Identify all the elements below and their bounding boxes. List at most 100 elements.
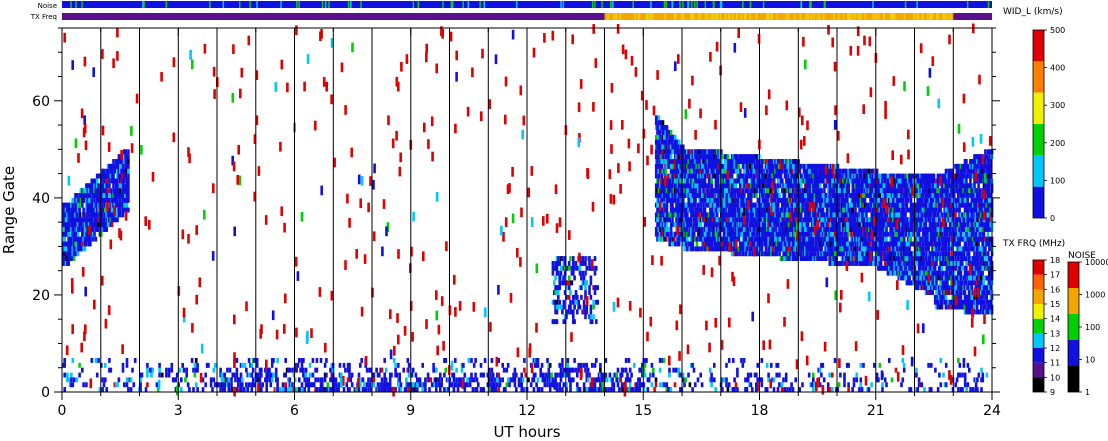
echo-cell [947,285,950,291]
echo-cell [764,202,768,208]
echo-cell [551,319,555,325]
echo-cell [916,222,919,227]
echo-cell [904,222,907,227]
echo-cell [582,275,586,281]
echo-cell [654,134,658,140]
echo-cell [123,159,126,164]
echo-cell [814,197,818,203]
echo-cell [823,256,826,261]
echo-cell [842,168,845,174]
echo-cell [829,246,833,252]
echo-cell [67,246,70,252]
echo-cell [946,280,949,286]
echo-cell [713,163,716,169]
echo-cell [101,227,104,232]
echo-cell [582,299,586,305]
echo-cell [724,163,727,169]
echo-cell [64,241,68,247]
echo-cell [105,197,108,203]
txfreq-strip-mark [749,13,751,20]
echo-cell [947,207,950,213]
echo-cell [833,246,837,252]
echo-cell [70,202,73,208]
echo-cell [888,202,891,208]
echo-cell [123,173,126,179]
echo-cell [702,197,705,203]
echo-cell [813,222,817,227]
echo-cell [740,231,743,237]
echo-cell [916,183,919,189]
echo-cell [690,154,693,160]
echo-cell [810,212,814,218]
echo-cell [714,193,718,198]
echo-cell [677,207,681,213]
echo-cell [656,183,659,189]
echo-cell [948,304,952,310]
echo-cell [101,207,104,213]
echo-cell [794,207,798,213]
echo-cell [842,178,845,184]
echo-cell [924,183,928,189]
echo-cell [78,207,81,213]
echo-cell [573,319,576,325]
echo-cell [886,231,890,237]
txfreq-strip-mark [705,13,707,20]
echo-cell [110,168,114,174]
echo-cell [937,265,941,271]
echo-cell [943,202,946,208]
echo-cell [691,227,695,232]
echo-cell [851,251,855,257]
echo-cell [905,241,909,247]
echo-cell [824,173,827,179]
echo-cell [562,275,566,281]
echo-cell [782,217,785,223]
echo-cell [752,217,756,223]
echo-cell [98,202,102,208]
echo-cell [94,207,98,213]
echo-cell [687,188,690,194]
echo-cell [810,173,814,179]
echo-cell [776,178,780,184]
echo-cell [795,212,799,218]
echo-cell [924,227,928,232]
echo-cell [660,168,663,174]
echo-cell [703,168,707,174]
echo-cell [810,236,814,242]
echo-cell [687,183,690,189]
echo-cell [764,241,768,247]
echo-cell [672,159,676,164]
echo-cell [901,231,905,237]
txfreq-strip-mark [652,13,654,20]
echo-cell [76,231,80,237]
tx-frequency-strip [62,13,993,20]
echo-cell [882,188,886,194]
txfreq-strip-mark [859,13,862,20]
echo-cell [946,212,949,218]
echo-cell [706,197,709,203]
echo-cell [694,178,697,184]
echo-cell [911,261,914,266]
echo-cell [873,183,876,189]
echo-cell [813,246,817,252]
echo-cell [554,309,557,315]
echo-cell [686,149,689,155]
echo-cell [808,197,811,203]
echo-cell [684,212,688,218]
echo-cell [944,207,948,213]
echo-cell [656,159,659,164]
echo-cell [578,261,582,266]
echo-cell [706,168,709,174]
echo-cell [879,197,883,203]
echo-cell [925,265,929,271]
echo-cell [886,212,890,218]
echo-cell [759,251,762,257]
echo-cell [75,207,79,213]
echo-cell [850,231,853,237]
echo-cell [581,309,584,315]
echo-cell [660,183,663,189]
echo-cell [747,159,750,164]
echo-cell [886,256,890,261]
echo-cell [668,217,671,223]
echo-cell [120,168,123,174]
echo-cell [767,173,770,179]
